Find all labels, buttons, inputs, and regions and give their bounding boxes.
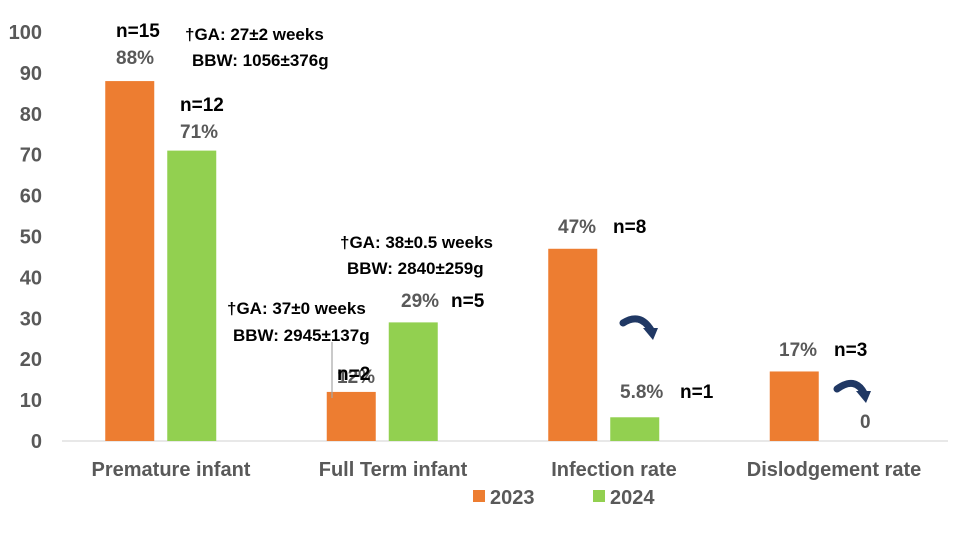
n-label: n=12 xyxy=(180,95,224,116)
y-tick-label: 60 xyxy=(20,186,42,208)
legend-swatch-2024 xyxy=(593,490,605,502)
data-label: 0 xyxy=(860,412,871,433)
legend-label-2023: 2023 xyxy=(490,487,535,509)
n-label: n=5 xyxy=(451,291,485,312)
annotation-premature-bbw: BBW: 1056±376g xyxy=(192,51,329,70)
bar-2023-0 xyxy=(105,81,155,441)
y-tick-label: 70 xyxy=(20,145,42,167)
bar-2024-0 xyxy=(167,150,217,442)
y-tick-label: 90 xyxy=(20,63,42,85)
y-tick-label: 100 xyxy=(9,22,42,44)
annotation-fullterm-2024-bbw: BBW: 2840±259g xyxy=(347,259,484,278)
n-label: n=3 xyxy=(834,340,867,361)
labels-layer: 88% 12% 47% 17% 71% 29% 5.8% 0 n=15 n=2 n=8 n=3 n=12… xyxy=(116,21,871,433)
annotation-fullterm-2024: †GA: 38±0.5 weeks BBW: 2840±259g xyxy=(340,233,493,278)
n-label: n=2 xyxy=(337,364,370,385)
annotation-fullterm-2023-bbw: BBW: 2945±137g xyxy=(233,326,370,345)
n-label: n=1 xyxy=(680,382,714,403)
data-label: 71% xyxy=(180,122,218,143)
x-category-label: Dislodgement rate xyxy=(747,459,921,481)
data-label: 5.8% xyxy=(620,382,663,403)
y-tick-label: 40 xyxy=(20,267,42,289)
data-label: 47% xyxy=(558,217,596,238)
x-category-label: Full Term infant xyxy=(319,459,468,481)
n-label: n=8 xyxy=(613,217,646,238)
bars-layer xyxy=(105,81,819,442)
axis-layer: 0 10 20 30 40 50 60 70 80 90 100 Premature infant Fu… xyxy=(9,22,948,481)
n-label: n=15 xyxy=(116,21,160,42)
decrease-arrow-dislodgement-icon xyxy=(833,379,871,403)
annotation-fullterm-2023: †GA: 37±0 weeks BBW: 2945±137g xyxy=(227,299,370,345)
annotation-premature: †GA: 27±2 weeks BBW: 1056±376g xyxy=(185,25,329,70)
y-tick-label: 10 xyxy=(20,390,42,412)
data-label: 17% xyxy=(779,340,817,361)
data-label: 29% xyxy=(401,291,439,312)
annotation-fullterm-2023-ga: †GA: 37±0 weeks xyxy=(227,299,366,318)
y-tick-label: 20 xyxy=(20,349,42,371)
bar-2023-2 xyxy=(548,248,598,441)
data-label: 88% xyxy=(116,48,154,69)
legend-swatch-2023 xyxy=(473,490,485,502)
y-tick-label: 80 xyxy=(20,104,42,126)
bar-2024-2 xyxy=(610,417,660,441)
x-category-label: Infection rate xyxy=(551,459,677,481)
y-tick-label: 0 xyxy=(31,431,42,453)
legend-label-2024: 2024 xyxy=(610,487,655,509)
legend: 2023 2024 xyxy=(473,487,655,509)
bar-2023-3 xyxy=(769,371,819,441)
decrease-arrow-infection-icon xyxy=(619,315,658,340)
annotation-fullterm-2024-ga: †GA: 38±0.5 weeks xyxy=(340,233,493,252)
annotation-premature-ga: †GA: 27±2 weeks xyxy=(185,25,324,44)
bar-2023-1 xyxy=(326,391,376,441)
x-category-label: Premature infant xyxy=(92,459,251,481)
bar-2024-1 xyxy=(388,322,438,441)
y-tick-label: 30 xyxy=(20,308,42,330)
y-tick-label: 50 xyxy=(20,227,42,249)
data-label: 12% xyxy=(337,367,375,388)
